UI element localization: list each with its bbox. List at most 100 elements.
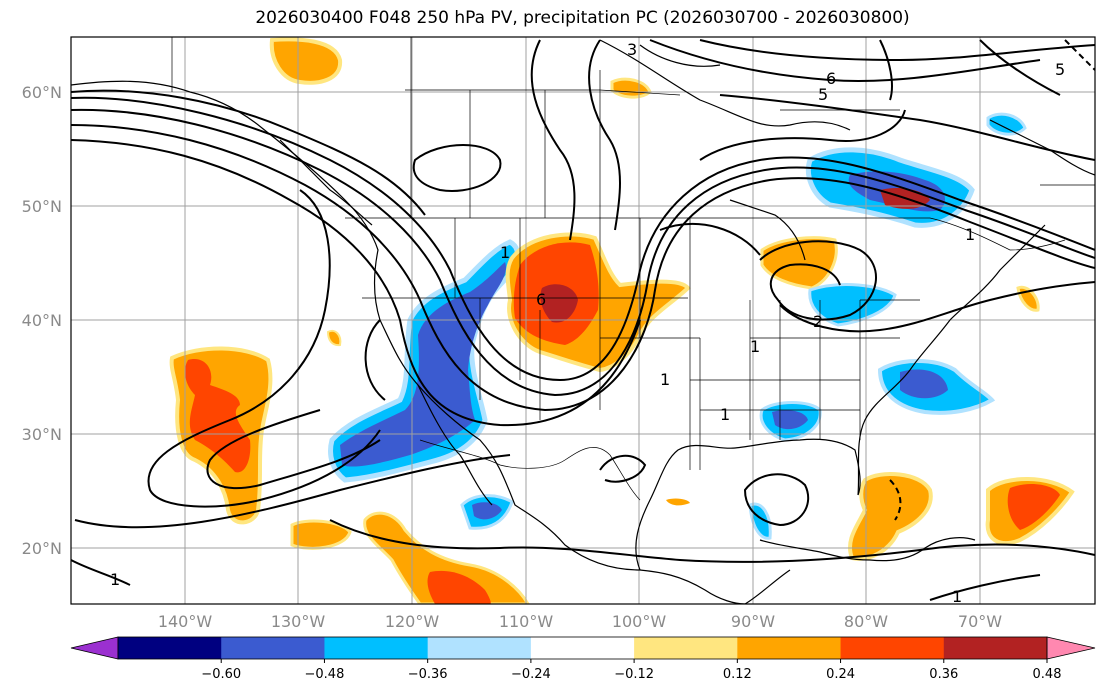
colorbar-tick-label: −0.36 [408,667,448,682]
contour-labels: 1 1 2 6 6 5 5 3 1 1 1 1 1 [110,40,1065,606]
colorbar-tick-label: 0.24 [826,667,855,682]
map-content: 1 1 2 6 6 5 5 3 1 1 1 1 1 [71,37,1095,606]
pv-contour [530,39,576,241]
precip-positive-area [326,329,342,347]
colorbar-tick-label: 0.36 [929,667,958,682]
precip-max-area [540,284,578,323]
contour-label: 1 [720,405,730,424]
colorbar-tick-label: 0.48 [1033,667,1062,682]
contour-label: 1 [965,225,975,244]
pv-contour [719,94,1095,161]
precip-positive-area [269,37,343,85]
pv-contour [979,39,1061,96]
colorbar-extend-max [1046,636,1096,660]
colorbar-border [117,636,1048,660]
pv-contour [71,559,131,586]
colorbar-tick-label: −0.60 [201,667,241,682]
pv-contour [71,139,641,427]
pv-contour [929,574,1041,601]
lon-label: 70°W [958,612,1002,631]
pv-contour [412,144,502,192]
colorbar-segment [324,637,429,659]
longitude-labels: 140°W 130°W 120°W 110°W 100°W 90°W 80°W … [158,612,1002,631]
colorbar-tick-label: −0.24 [511,667,551,682]
pv-contour [599,454,647,483]
pv-contour [71,108,1095,397]
colorbar-segment [118,637,222,659]
contour-label: 1 [952,587,962,606]
pv-contour [329,519,1095,563]
pv-contour [588,39,621,231]
colorbar-segment [530,637,635,659]
contour-label: 1 [500,243,510,262]
political-borders [171,37,1095,501]
colorbar-tick-label: −0.12 [614,667,654,682]
colorbar-segment [840,637,945,659]
pv-contour [71,89,426,216]
pv-contour [649,39,1041,82]
contour-label: 6 [536,290,546,309]
lon-label: 130°W [271,612,326,631]
colorbar-segment [737,637,842,659]
colorbar-tick-label: 0.12 [723,667,752,682]
pv-contour-dashed [1064,39,1095,71]
lon-label: 110°W [499,612,554,631]
precip-strong-area [427,570,491,604]
lon-label: 90°W [731,612,775,631]
contour-label: 3 [627,40,637,59]
precip-strong-negative-area [340,262,507,467]
colorbar: −0.60 −0.48 −0.36 −0.24 −0.12 0.12 0.24 0.36 0.4… [70,636,1096,682]
pv-contour [759,240,877,321]
precip-strong-area [1007,484,1060,530]
pv-contour [71,124,1095,412]
pv-contour [206,409,381,490]
pv-contour [879,39,893,101]
pv-contour [147,189,381,508]
lat-label: 30°N [22,425,62,444]
precip-strong-negative-area [472,502,502,520]
precip-negative-area [808,283,897,327]
pv-contour [71,96,1095,382]
colorbar-segment [427,637,532,659]
colorbar-segment [943,637,1048,659]
contour-label: 1 [660,370,670,389]
pv-contour [779,281,1095,333]
lat-label: 40°N [22,311,62,330]
lat-label: 60°N [22,83,62,102]
pv-contour [743,473,810,527]
lat-label: 50°N [22,197,62,216]
contour-label: 5 [818,85,828,104]
contour-label: 2 [813,312,823,331]
lat-label: 20°N [22,539,62,558]
precip-strong-area [184,359,251,473]
precip-positive-area [666,498,690,506]
contour-label: 1 [110,570,120,589]
pv-contours [71,39,1095,601]
map-frame [70,36,1096,605]
pv-contour [74,454,511,529]
precip-positive-area [363,511,530,604]
lon-label: 100°W [612,612,667,631]
colorbar-segment [634,637,738,659]
colorbar-segment [221,637,325,659]
precip-strong-negative-area [772,410,808,430]
colorbar-tick-label: −0.48 [305,667,345,682]
precip-strong-negative-area [900,369,948,399]
lon-label: 140°W [158,612,213,631]
precip-shading [169,37,1075,604]
colorbar-extend-min [70,636,119,660]
precip-positive-area [848,472,933,561]
pv-contour [699,39,1095,62]
lon-label: 80°W [844,612,888,631]
contour-label: 6 [826,69,836,88]
pv-contour-dashed [889,479,902,521]
map-title: 2026030400 F048 250 hPa PV, precipitatio… [255,8,910,28]
latitude-labels: 60°N 50°N 40°N 30°N 20°N [22,83,62,558]
pv-contour [659,223,761,256]
precip-negative-area [986,112,1027,136]
contour-label: 5 [1055,60,1065,79]
pv-contour [364,319,386,401]
contour-label: 1 [750,337,760,356]
pv-contour [699,109,906,161]
